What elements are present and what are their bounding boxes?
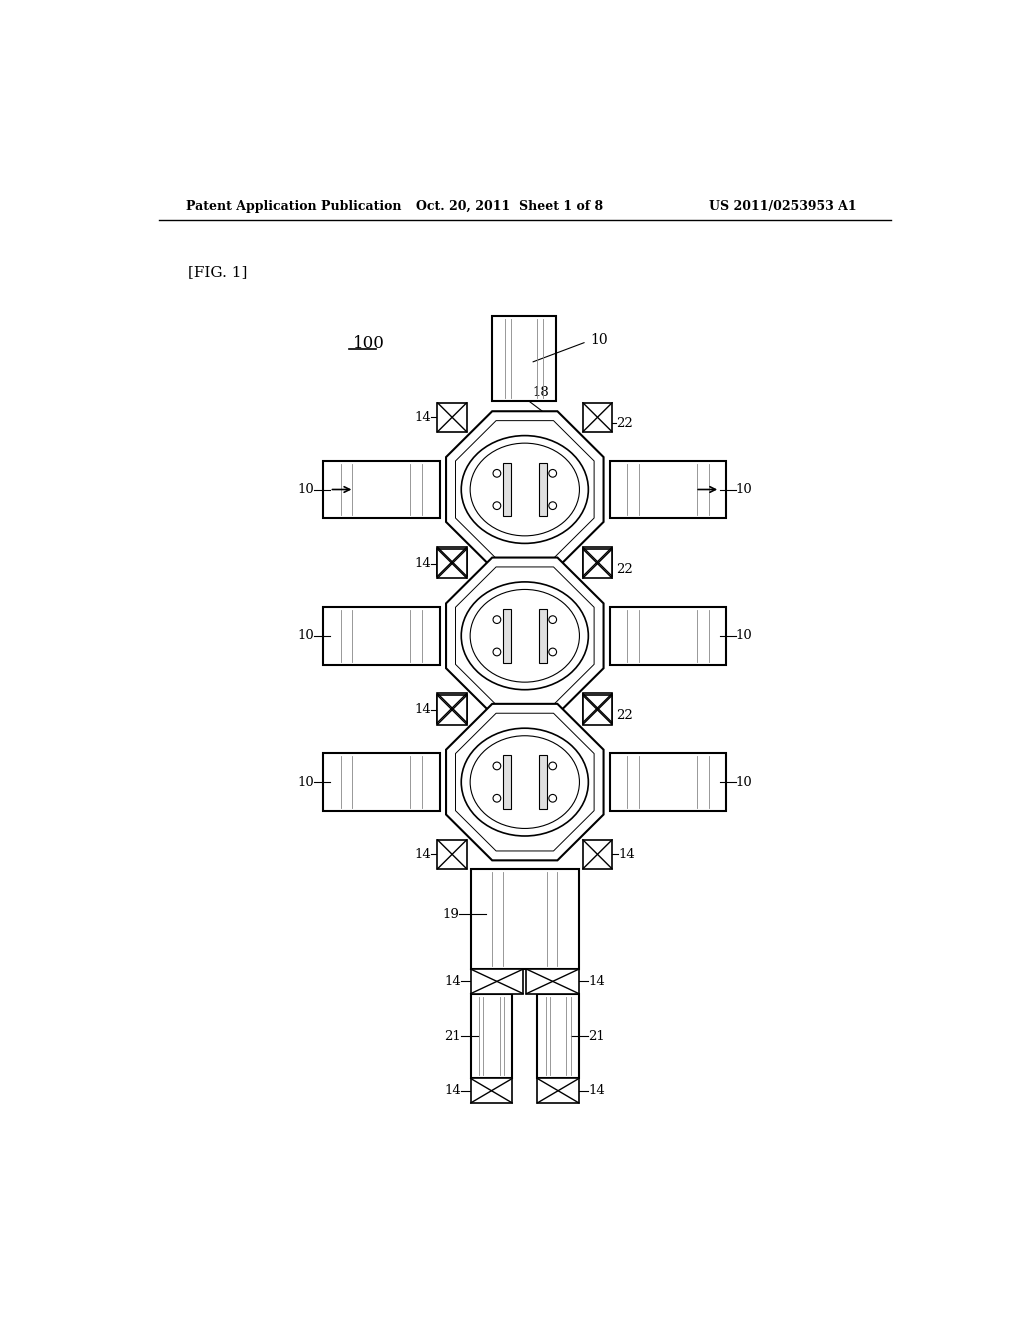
Bar [489,693,560,696]
Text: 14: 14 [589,1084,605,1097]
Text: 10: 10 [297,630,314,643]
Bar [539,755,547,809]
Ellipse shape [461,582,589,689]
Text: 18: 18 [532,385,549,399]
Bar [538,1078,579,1104]
Text: 18: 18 [528,678,546,692]
Text: 14: 14 [547,532,563,545]
Circle shape [493,615,501,623]
Circle shape [549,795,557,803]
Text: 14: 14 [415,704,431,717]
Polygon shape [456,421,594,558]
Bar [437,546,467,577]
Ellipse shape [470,590,580,682]
Text: 19: 19 [442,908,459,920]
Polygon shape [446,557,603,714]
Text: Oct. 20, 2011  Sheet 1 of 8: Oct. 20, 2011 Sheet 1 of 8 [417,199,603,213]
Text: 18: 18 [528,532,546,545]
Circle shape [549,648,557,656]
Bar [437,403,467,432]
Bar [583,693,612,722]
Bar [471,869,579,969]
Bar [437,693,467,722]
Text: 14: 14 [444,1084,461,1097]
Circle shape [493,648,501,656]
Text: 10: 10 [591,333,608,347]
Circle shape [549,762,557,770]
Bar [471,1078,512,1104]
Bar [610,461,726,519]
Bar [503,609,511,663]
Ellipse shape [461,729,589,836]
Text: US 2011/0253953 A1: US 2011/0253953 A1 [710,199,857,213]
Bar [437,840,467,869]
Bar [538,994,579,1078]
Ellipse shape [470,735,580,829]
Bar [610,607,726,665]
Text: 22: 22 [616,417,633,429]
Bar [526,969,579,994]
Circle shape [549,502,557,510]
Circle shape [493,502,501,510]
Text: 10: 10 [735,776,753,788]
Bar [471,994,512,1078]
Text: 14: 14 [444,975,461,987]
Bar [583,403,612,432]
Text: 22: 22 [616,562,633,576]
Bar [583,696,612,725]
Bar [503,462,511,516]
Ellipse shape [461,436,589,544]
Bar [324,461,439,519]
Text: 21: 21 [589,1030,605,1043]
Polygon shape [446,412,603,568]
Bar [583,840,612,869]
Text: [FIG. 1]: [FIG. 1] [188,265,248,280]
Text: 14: 14 [415,847,431,861]
Bar [583,549,612,578]
Bar [503,755,511,809]
Polygon shape [456,713,594,851]
Bar [610,754,726,810]
Text: 14: 14 [589,975,605,987]
Bar [539,462,547,516]
Text: 10: 10 [297,483,314,496]
Text: 14: 14 [415,557,431,570]
Text: 21: 21 [444,1030,461,1043]
Text: 14: 14 [618,847,635,861]
Text: 22: 22 [616,709,633,722]
Bar [324,754,439,810]
Polygon shape [456,566,594,705]
Bar [437,549,467,578]
Circle shape [493,470,501,478]
Bar [583,546,612,577]
Bar [437,696,467,725]
Bar [324,607,439,665]
Text: Patent Application Publication: Patent Application Publication [186,199,401,213]
Text: 100: 100 [352,335,385,351]
Bar [493,317,556,401]
Bar [471,969,523,994]
Bar [489,546,560,549]
Text: 10: 10 [297,776,314,788]
Text: 10: 10 [735,630,753,643]
Bar [539,609,547,663]
Ellipse shape [470,444,580,536]
Text: 14: 14 [415,411,431,424]
Text: 14: 14 [547,680,563,693]
Circle shape [493,762,501,770]
Circle shape [549,470,557,478]
Text: 10: 10 [735,483,753,496]
Polygon shape [446,704,603,861]
Circle shape [549,615,557,623]
Circle shape [493,795,501,803]
